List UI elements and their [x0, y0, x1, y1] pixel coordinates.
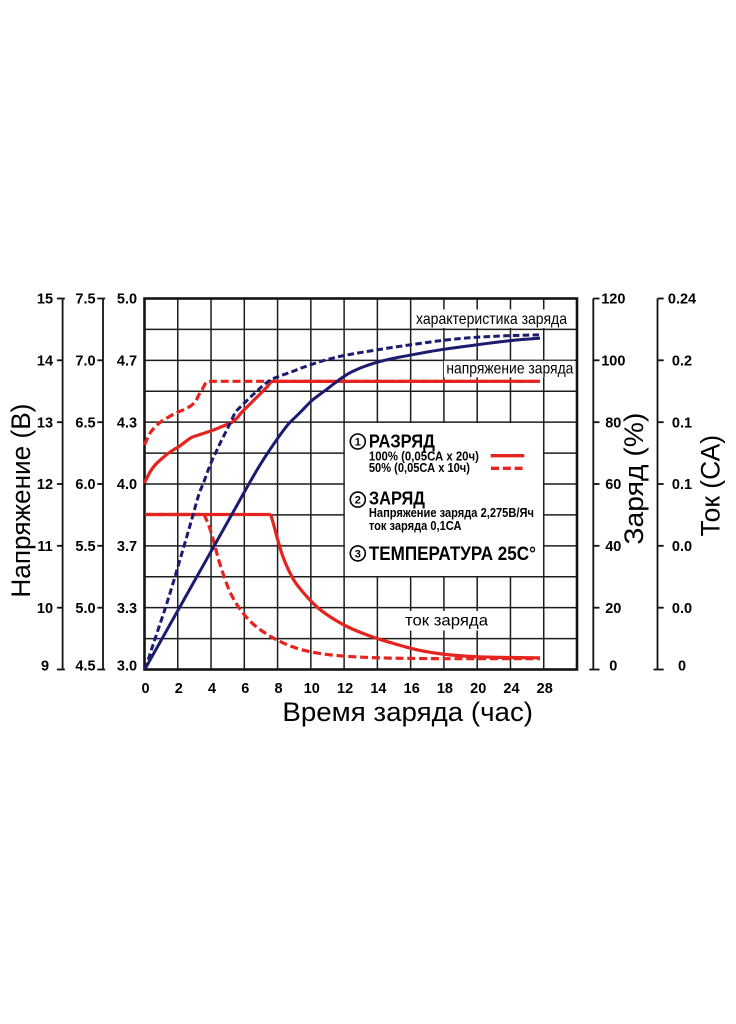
svg-text:3.3: 3.3: [117, 601, 137, 617]
svg-text:20: 20: [470, 681, 486, 697]
svg-text:ток заряда: ток заряда: [405, 613, 488, 630]
svg-text:28: 28: [537, 681, 553, 697]
svg-text:15: 15: [37, 292, 53, 308]
svg-text:Время заряда (час): Время заряда (час): [282, 697, 533, 727]
svg-text:0: 0: [678, 659, 686, 675]
svg-text:1: 1: [355, 437, 361, 449]
svg-text:3.0: 3.0: [117, 659, 137, 675]
svg-text:0: 0: [609, 659, 617, 675]
svg-text:2: 2: [175, 681, 183, 697]
svg-text:ЗАРЯД: ЗАРЯД: [369, 489, 425, 509]
svg-text:60: 60: [605, 477, 621, 493]
svg-text:Напряжение заряда 2,275В/Яч: Напряжение заряда 2,275В/Яч: [369, 505, 534, 520]
svg-text:10: 10: [304, 681, 320, 697]
svg-text:16: 16: [404, 681, 420, 697]
svg-text:ток заряда 0,1СА: ток заряда 0,1СА: [369, 518, 462, 533]
svg-text:Напряжение (В): Напряжение (В): [6, 404, 36, 598]
svg-text:4.7: 4.7: [117, 354, 137, 370]
svg-text:24: 24: [503, 681, 519, 697]
svg-text:0.1: 0.1: [672, 477, 692, 493]
svg-text:3: 3: [355, 548, 361, 560]
svg-text:50% (0,05СА х 10ч): 50% (0,05СА х 10ч): [369, 460, 470, 475]
svg-text:12: 12: [337, 681, 353, 697]
svg-text:120: 120: [601, 292, 625, 308]
svg-text:0.1: 0.1: [672, 415, 692, 431]
svg-text:0.0: 0.0: [672, 601, 692, 617]
svg-text:0: 0: [141, 681, 149, 697]
svg-text:0.24: 0.24: [668, 292, 696, 308]
svg-text:3.7: 3.7: [117, 539, 137, 555]
svg-text:9: 9: [41, 659, 49, 675]
svg-text:14: 14: [37, 354, 53, 370]
svg-text:7.0: 7.0: [75, 354, 95, 370]
svg-text:Заряд (%): Заряд (%): [619, 413, 649, 545]
svg-text:100: 100: [601, 354, 625, 370]
svg-text:11: 11: [37, 539, 52, 555]
svg-text:Ток (СА): Ток (СА): [696, 435, 726, 537]
svg-text:80: 80: [605, 415, 621, 431]
svg-text:13: 13: [37, 415, 53, 431]
svg-text:4.0: 4.0: [117, 477, 137, 493]
svg-text:5.5: 5.5: [75, 539, 95, 555]
svg-text:40: 40: [605, 539, 621, 555]
svg-text:0.0: 0.0: [672, 539, 692, 555]
svg-text:5.0: 5.0: [117, 292, 137, 308]
svg-text:14: 14: [370, 681, 386, 697]
svg-text:0.2: 0.2: [672, 354, 692, 370]
svg-text:20: 20: [605, 601, 621, 617]
svg-text:6.0: 6.0: [75, 477, 95, 493]
svg-text:напряжение заряда: напряжение заряда: [446, 360, 573, 377]
svg-text:12: 12: [37, 477, 53, 493]
svg-text:4.3: 4.3: [117, 415, 137, 431]
svg-text:18: 18: [437, 681, 453, 697]
svg-text:100% (0,05СА х 20ч): 100% (0,05СА х 20ч): [369, 448, 479, 463]
svg-text:5.0: 5.0: [75, 601, 95, 617]
svg-text:6.5: 6.5: [75, 415, 95, 431]
svg-text:2: 2: [355, 495, 361, 507]
svg-text:ТЕМПЕРАТУРА 25С°: ТЕМПЕРАТУРА 25С°: [369, 543, 536, 565]
svg-text:4.5: 4.5: [75, 659, 95, 675]
svg-text:10: 10: [37, 601, 53, 617]
svg-text:4: 4: [208, 681, 216, 697]
svg-text:6: 6: [241, 681, 249, 697]
svg-text:7.5: 7.5: [75, 292, 95, 308]
svg-text:8: 8: [275, 681, 283, 697]
svg-text:РАЗРЯД: РАЗРЯД: [369, 432, 435, 452]
svg-text:характеристика заряда: характеристика заряда: [416, 311, 567, 328]
